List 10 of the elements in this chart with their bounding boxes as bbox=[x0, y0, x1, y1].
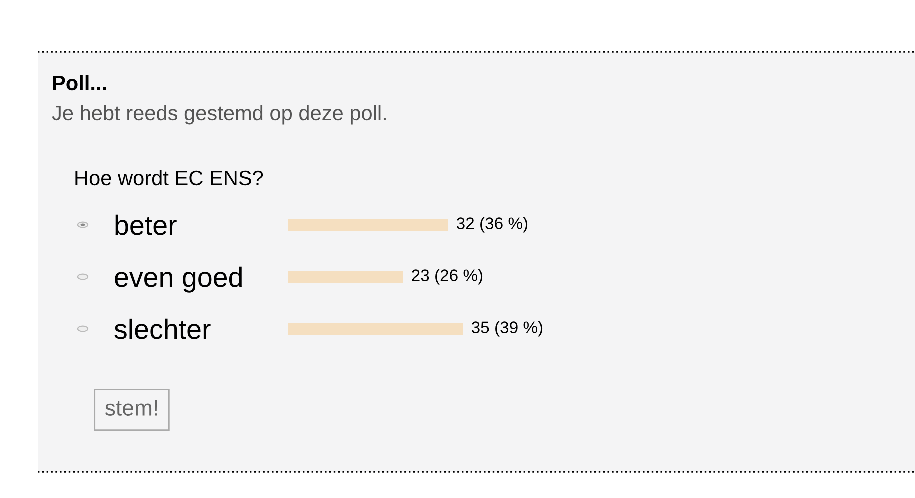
data-label: 32 (36 %) bbox=[456, 217, 528, 233]
text: Hoe wordt EC ENS? bbox=[76, 170, 264, 186]
chart-subtitle: Je hebt reeds gestemd op deze poll. bbox=[52, 105, 386, 125]
data-label: 35 (39 %) bbox=[472, 321, 543, 337]
data-label: 23 (26 %) bbox=[412, 269, 483, 285]
text: Poll... bbox=[53, 75, 106, 91]
y-tick-label: even goed bbox=[115, 266, 242, 293]
y-tick-label: beter bbox=[116, 214, 177, 236]
text: stem! bbox=[105, 400, 158, 416]
y-tick-label: slechter bbox=[114, 318, 211, 340]
